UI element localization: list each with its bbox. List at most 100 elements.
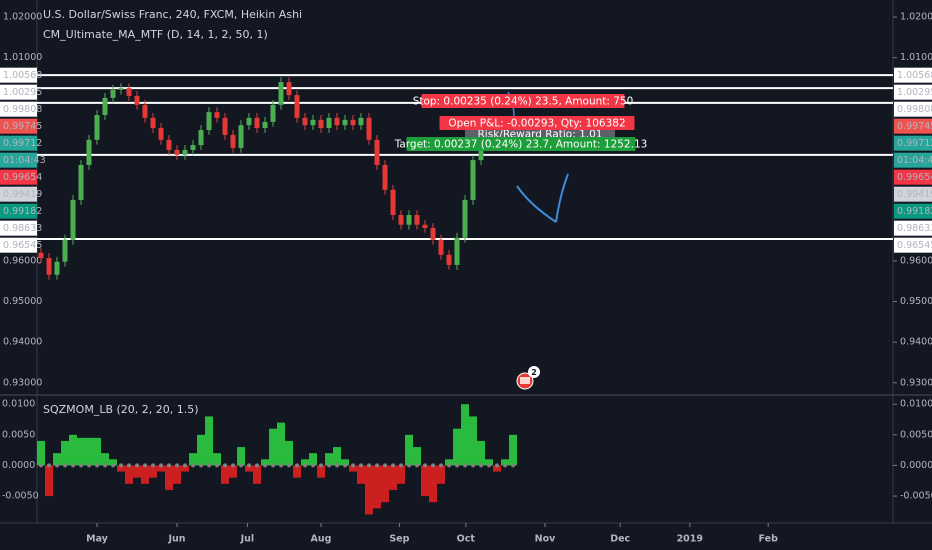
momentum-bar [37, 440, 45, 466]
momentum-bar [245, 465, 253, 472]
momentum-bar [509, 434, 517, 466]
price-label: 0.99182 [3, 206, 42, 217]
candle-body [286, 82, 292, 96]
momentum-bar [309, 453, 317, 466]
squeeze-dot [463, 463, 467, 468]
price-label: 0.99182 [897, 206, 932, 217]
y-tick-label: 0.93000 [900, 377, 932, 388]
momentum-bar [125, 465, 133, 484]
candle-body [86, 139, 92, 165]
squeeze-dot [343, 463, 347, 468]
squeeze-dot [479, 463, 483, 468]
price-label-box [0, 169, 37, 185]
squeeze-dot [239, 463, 243, 468]
squeeze-dot [127, 463, 131, 468]
squeeze-dot [183, 463, 187, 468]
squeeze-dot [167, 463, 171, 468]
price-label: 0.99808 [3, 104, 42, 115]
squeeze-dot [415, 463, 419, 468]
y-tick-label: 0.0000 [2, 460, 35, 471]
squeeze-dot [231, 463, 235, 468]
momentum-bar [493, 465, 501, 472]
candle-body [158, 128, 164, 140]
indicator-title: CM_Ultimate_MA_MTF (D, 14, 1, 2, 50, 1) [43, 28, 268, 41]
price-label: 0.96545 [3, 240, 42, 251]
momentum-bar [133, 465, 141, 478]
order-text: Target: 0.00237 (0.24%) 23.7, Amount: 12… [394, 139, 648, 151]
candle-body [398, 214, 404, 225]
x-tick-label: 2019 [677, 534, 703, 545]
y-tick-label: 0.0100 [900, 399, 932, 410]
x-tick-label: Oct [457, 534, 476, 545]
candle-body [222, 117, 228, 135]
momentum-bar [413, 447, 421, 466]
price-label-box [894, 118, 932, 134]
squeeze-dot [439, 463, 443, 468]
price-label-box [0, 152, 37, 168]
price-label: 1.00568 [897, 70, 932, 81]
price-label-box [894, 67, 932, 83]
price-label-box [0, 186, 37, 202]
event-flag [520, 377, 530, 384]
squeeze-dot [223, 463, 227, 468]
momentum-bar [213, 453, 221, 466]
price-label: 0.99654 [3, 172, 42, 183]
momentum-bar [365, 465, 373, 515]
momentum-bar [333, 447, 341, 466]
squeeze-dot [87, 463, 91, 468]
squeeze-dot [303, 463, 307, 468]
candle-body [206, 112, 212, 131]
momentum-bar [277, 422, 285, 466]
candle-body [118, 88, 124, 90]
candle-body [46, 258, 52, 275]
candle-body [390, 189, 396, 215]
candle-body [294, 95, 300, 118]
price-label-box [894, 186, 932, 202]
candle-body [462, 199, 468, 238]
squeeze-dot [295, 463, 299, 468]
momentum-bar [381, 465, 389, 503]
squeeze-dot [263, 463, 267, 468]
candle-body [262, 121, 268, 129]
momentum-bar [109, 459, 117, 466]
momentum-bar [77, 437, 85, 466]
momentum-bar [501, 459, 509, 466]
momentum-bar [165, 465, 173, 490]
squeeze-dot [247, 463, 251, 468]
squeeze-dot [487, 463, 491, 468]
price-label-box [0, 67, 37, 83]
price-label: 0.99808 [897, 104, 932, 115]
y-tick-label: 0.95000 [3, 296, 42, 307]
momentum-bar [45, 465, 53, 497]
momentum-bar [293, 465, 301, 478]
candle-body [230, 134, 236, 148]
price-label: 0.98633 [3, 223, 42, 234]
squeeze-dot [143, 463, 147, 468]
candle-body [454, 237, 460, 265]
squeeze-dot [431, 463, 435, 468]
price-label-box [894, 152, 932, 168]
squeeze-dot [95, 463, 99, 468]
price-label-box [894, 220, 932, 236]
order-box [421, 94, 625, 108]
candle-body [414, 214, 420, 225]
momentum-bar [301, 459, 309, 466]
candle-body [246, 117, 252, 126]
momentum-bar [485, 459, 493, 466]
momentum-bar [237, 447, 245, 466]
price-label: 01:04:43 [897, 155, 932, 166]
squeeze-dot [47, 463, 51, 468]
price-label-box [0, 237, 37, 253]
momentum-bar [389, 465, 397, 490]
squeeze-dot [319, 463, 323, 468]
squeeze-dot [215, 463, 219, 468]
price-label: 0.99712 [3, 138, 42, 149]
price-label: 1.00295 [897, 87, 932, 98]
squeeze-dot [271, 463, 275, 468]
momentum-bar [189, 453, 197, 466]
momentum-bar [173, 465, 181, 484]
squeeze-dot [495, 463, 499, 468]
candle-body [374, 139, 380, 165]
candle-body [126, 88, 132, 96]
